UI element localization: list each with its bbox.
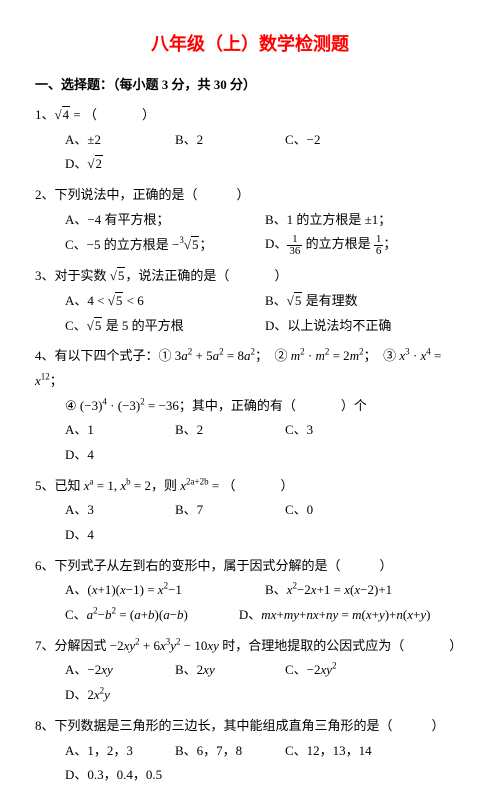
question-2: 2、下列说法中，正确的是（ ） A、−4 有平方根； B、1 的立方根是 ±1；…: [35, 183, 465, 258]
q2-d-prefix: D、: [265, 236, 287, 251]
q1-stem: 1、√4 = （ ）: [35, 103, 465, 128]
question-6: 6、下列式子从左到右的变形中，属于因式分解的是（ ） A、(x+1)(x−1) …: [35, 554, 465, 628]
q1-opt-b: B、2: [175, 128, 275, 153]
question-7: 7、分解因式 −2xy2 + 6x3y2 − 10xy 时，合理地提取的公因式应…: [35, 634, 465, 708]
q1-num: 1、: [35, 107, 55, 122]
q3-opt-b: B、√5 是有理数: [265, 289, 465, 314]
q6-opt-d: D、mx+my+nx+ny = m(x+y)+n(x+y): [239, 603, 465, 628]
page-title: 八年级（上）数学检测题: [35, 30, 465, 56]
q8-opt-c: C、12，13，14: [285, 739, 385, 764]
q7-opt-d: D、2x2y: [65, 683, 165, 708]
question-4: 4、有以下四个式子：① 3a2 + 5a2 = 8a2； ② m2 · m2 =…: [35, 344, 465, 467]
q7-stem: 7、分解因式 −2xy2 + 6x3y2 − 10xy 时，合理地提取的公因式应…: [35, 634, 465, 659]
q5-stem: 5、已知 xa = 1, xb = 2，则 x2a+2b = （ ）: [35, 474, 465, 499]
q8-opt-d: D、0.3，0.4，0.5: [65, 763, 165, 788]
frac-d: 36: [287, 246, 302, 257]
q4-opt-a: A、1: [65, 418, 165, 443]
q6-options: A、(x+1)(x−1) = x2−1 B、x2−2x+1 = x(x−2)+1…: [35, 578, 465, 627]
q4-opt-b: B、2: [175, 418, 275, 443]
q3-options: A、4 < √5 < 6 B、√5 是有理数 C、√5 是 5 的平方根 D、以…: [35, 289, 465, 338]
q4-options: A、1 B、2 C、3 D、4: [35, 418, 465, 467]
q3-opt-c: C、√5 是 5 的平方根: [65, 314, 265, 339]
q2-d-suf: ；: [383, 236, 396, 251]
q2-options: A、−4 有平方根； B、1 的立方根是 ±1； C、−5 的立方根是 −3√5…: [35, 208, 465, 258]
q8-opt-b: B、6，7，8: [175, 739, 275, 764]
q4-stem: 4、有以下四个式子：① 3a2 + 5a2 = 8a2； ② m2 · m2 =…: [35, 344, 465, 393]
q2-opt-b: B、1 的立方根是 ±1；: [265, 208, 465, 233]
q6-stem: 6、下列式子从左到右的变形中，属于因式分解的是（ ）: [35, 554, 465, 579]
q7-opt-c: C、−2xy2: [285, 658, 385, 683]
question-5: 5、已知 xa = 1, xb = 2，则 x2a+2b = （ ） A、3 B…: [35, 474, 465, 548]
q8-options: A、1，2，3 B、6，7，8 C、12，13，14 D、0.3，0.4，0.5: [35, 739, 465, 788]
question-3: 3、对于实数 √5，说法正确的是（ ） A、4 < √5 < 6 B、√5 是有…: [35, 264, 465, 338]
q2-opt-d: D、136 的立方根是 16；: [265, 232, 465, 258]
q6-opt-b: B、x2−2x+1 = x(x−2)+1: [265, 578, 465, 603]
q4-opt-d: D、4: [65, 443, 165, 468]
q4-line2: ④ (−3)4 · (−3)2 = −36；其中，正确的有（ ）个: [35, 394, 465, 419]
q2-opt-c: C、−5 的立方根是 −3√5；: [65, 232, 265, 258]
question-8: 8、下列数据是三角形的三边长，其中能组成直角三角形的是（ ） A、1，2，3 B…: [35, 714, 465, 788]
q2-stem: 2、下列说法中，正确的是（ ）: [35, 183, 465, 208]
q5-opt-a: A、3: [65, 498, 165, 523]
q2-d-mid: 的立方根是: [302, 236, 374, 251]
frac-d: 6: [374, 246, 384, 257]
q1-opt-c: C、−2: [285, 128, 385, 153]
q8-stem: 8、下列数据是三角形的三边长，其中能组成直角三角形的是（ ）: [35, 714, 465, 739]
q3-opt-d: D、以上说法均不正确: [265, 314, 465, 339]
page: 八年级（上）数学检测题 一、选择题：（每小题 3 分，共 30 分） 1、√4 …: [0, 0, 500, 788]
q7-opt-a: A、−2xy: [65, 658, 165, 683]
q5-opt-d: D、4: [65, 523, 165, 548]
q1-options: A、±2 B、2 C、−2 D、√2: [35, 128, 465, 177]
q5-opt-c: C、0: [285, 498, 385, 523]
q6-opt-a: A、(x+1)(x−1) = x2−1: [65, 578, 265, 603]
q7-opt-b: B、2xy: [175, 658, 275, 683]
q1-opt-d: D、√2: [65, 152, 165, 177]
q7-options: A、−2xy B、2xy C、−2xy2 D、2x2y: [35, 658, 465, 707]
q5-opt-b: B、7: [175, 498, 275, 523]
question-1: 1、√4 = （ ） A、±2 B、2 C、−2 D、√2: [35, 103, 465, 177]
q3-stem: 3、对于实数 √5，说法正确的是（ ）: [35, 264, 465, 289]
section-heading: 一、选择题：（每小题 3 分，共 30 分）: [35, 74, 465, 93]
q5-options: A、3 B、7 C、0 D、4: [35, 498, 465, 547]
q8-opt-a: A、1，2，3: [65, 739, 165, 764]
q6-opt-c: C、a2−b2 = (a+b)(a−b): [65, 603, 239, 628]
q4-opt-c: C、3: [285, 418, 385, 443]
q2-opt-a: A、−4 有平方根；: [65, 208, 265, 233]
q1-opt-a: A、±2: [65, 128, 165, 153]
q3-opt-a: A、4 < √5 < 6: [65, 289, 265, 314]
